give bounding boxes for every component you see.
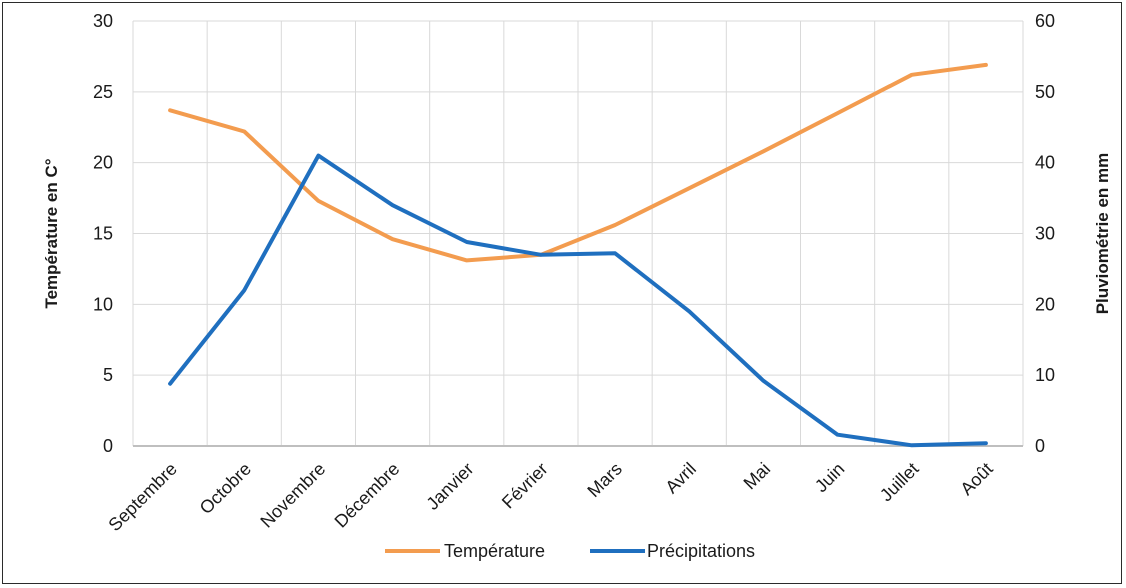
y-left-tick-label: 20 xyxy=(93,153,113,173)
x-category-label: Décembre xyxy=(331,459,404,532)
x-category-label: Mars xyxy=(583,459,625,501)
y-left-tick-label: 30 xyxy=(93,11,113,31)
tick-labels: 0 5 10 15 20 25 30 0 10 20 30 40 50 60 Septembre Octobr… xyxy=(93,11,1055,535)
series-line-temperature xyxy=(168,62,988,263)
y-left-tick-label: 0 xyxy=(103,436,113,456)
y-right-tick-label: 10 xyxy=(1035,365,1055,385)
y-axis-left-title: Température en C° xyxy=(42,158,61,308)
series-line-precipitations xyxy=(168,153,988,448)
y-right-tick-label: 50 xyxy=(1035,82,1055,102)
y-right-tick-label: 0 xyxy=(1035,436,1045,456)
y-left-tick-label: 5 xyxy=(103,365,113,385)
x-category-label: Juin xyxy=(811,459,848,496)
y-left-tick-label: 25 xyxy=(93,82,113,102)
y-right-tick-label: 30 xyxy=(1035,224,1055,244)
grid-lines xyxy=(132,20,1024,446)
x-category-label: Août xyxy=(956,459,996,499)
x-category-label: Janvier xyxy=(422,459,477,514)
x-category-label: Avril xyxy=(661,459,700,498)
y-right-tick-label: 60 xyxy=(1035,11,1055,31)
x-category-label: Juillet xyxy=(876,459,923,506)
x-category-label: Novembre xyxy=(256,459,329,532)
y-right-tick-label: 40 xyxy=(1035,153,1055,173)
series-lines xyxy=(168,62,988,448)
legend: Température Précipitations xyxy=(385,541,755,561)
x-category-label: Octobre xyxy=(196,459,255,518)
legend-label-precipitations: Précipitations xyxy=(647,541,755,561)
legend-label-temperature: Température xyxy=(444,541,545,561)
x-category-label: Mai xyxy=(740,459,775,494)
x-category-label: Septembre xyxy=(105,459,181,535)
y-left-tick-label: 15 xyxy=(93,224,113,244)
y-axis-right-title: Pluviométrie en mm xyxy=(1093,153,1112,315)
x-category-label: Février xyxy=(498,459,552,513)
y-left-tick-label: 10 xyxy=(93,294,113,314)
y-right-tick-label: 20 xyxy=(1035,294,1055,314)
